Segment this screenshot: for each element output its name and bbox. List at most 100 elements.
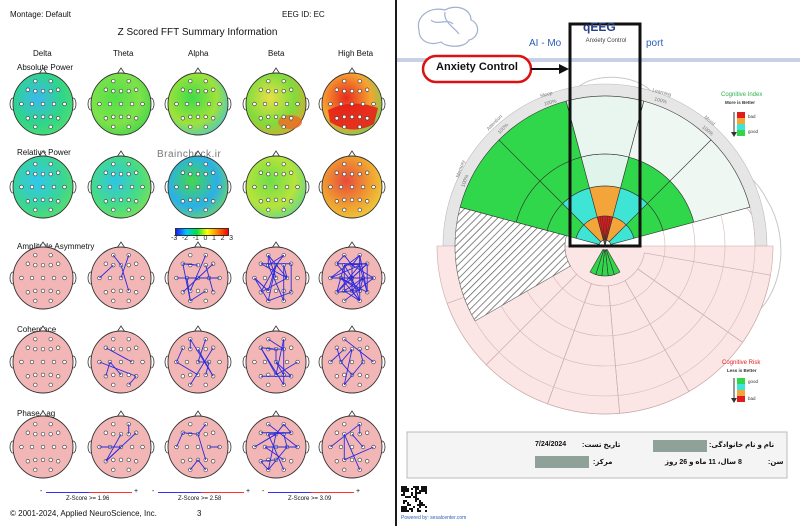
topomap-head [164, 241, 232, 310]
zscore-label: Z-Score >= 3.09 [288, 496, 332, 502]
colorbar-ticks: -3 -2 -1 0 1 2 3 [171, 235, 233, 242]
risk-sector [446, 259, 578, 366]
cognitive-risk-title: Cognitive Risk [722, 360, 761, 366]
tick-label: 3 [229, 235, 233, 242]
header-band [397, 0, 800, 62]
tick-label: 0 [203, 235, 208, 242]
zscore-label: Z-Score >= 1.96 [66, 496, 110, 502]
copyright: © 2001-2024, Applied NeuroScience, Inc. [10, 509, 157, 518]
core-divider [604, 216, 611, 247]
highlight-label: Anxiety Control [585, 38, 627, 44]
topomap-head [87, 410, 155, 479]
colorbar [175, 228, 229, 236]
topomap-grid [9, 67, 386, 479]
hatched-sector [454, 206, 571, 322]
zscore-label: Z-Score >= 2.58 [178, 496, 222, 502]
band-label-theta: Theta [113, 49, 134, 58]
report-subtitle-right: port [646, 38, 664, 49]
name-label: نام و نام خانوادگی: [709, 442, 775, 449]
core-divider [604, 216, 614, 247]
band-label-high-beta: High Beta [338, 49, 374, 58]
topomap-head [164, 325, 232, 394]
report-subtitle-left: AI - Mo [529, 38, 562, 49]
callout-arrow-head [559, 64, 569, 74]
band-label-beta: Beta [268, 49, 285, 58]
topomap-head [9, 325, 77, 394]
topomap-head [242, 150, 310, 219]
legend-good: good [748, 129, 759, 134]
section-absolute-power: Absolute Power [17, 63, 74, 72]
info-box [406, 431, 788, 479]
band-label-delta: Delta [33, 49, 52, 58]
topomap-head [318, 410, 386, 479]
date-value: 7/24/2024 [535, 441, 567, 448]
page-number: 3 [197, 509, 202, 518]
anxiety-callout-text: Anxiety Control [436, 61, 518, 73]
zscore-line [268, 492, 354, 493]
topomap-head [9, 410, 77, 479]
topomap-head [242, 67, 310, 136]
age-label: سن: [768, 459, 784, 466]
topomap-head [9, 150, 77, 219]
tick-label: -1 [192, 235, 199, 242]
topomap-head [9, 241, 77, 310]
watermark: Braincheck.ir [157, 149, 222, 160]
legend-bad: bad [748, 114, 756, 119]
zscore-minus: - [262, 488, 265, 495]
zscore-line [158, 492, 244, 493]
qeeg-summary-panel: Montage: Default EEG ID: EC Z Scored FFT… [0, 0, 395, 526]
legend-good: good [748, 379, 759, 384]
topomap-head [87, 67, 155, 136]
topomap-head [9, 67, 77, 136]
topomap-head [87, 150, 155, 219]
topomap-head [318, 67, 386, 136]
tick-label: -2 [181, 235, 189, 242]
report-header-title: qEEG [583, 20, 616, 34]
core-divider [602, 216, 606, 247]
center-label: مرکز: [593, 459, 613, 466]
header-rule [397, 58, 800, 62]
zscore-minus: - [40, 488, 43, 495]
cognitive-index-subtitle: More is Better [725, 100, 756, 105]
topomap-head [164, 410, 232, 479]
qr-code[interactable] [401, 486, 427, 512]
legend-bad: bad [748, 396, 756, 401]
zscore-minus: - [152, 488, 155, 495]
ai-report-panel: qEEG AI - Mo port Anxiety Control Anxiet… [397, 0, 800, 526]
tick-label: -3 [171, 235, 178, 242]
brain-logo [417, 6, 479, 47]
eeg-id-label: EEG ID: EC [282, 10, 325, 19]
band-label-alpha: Alpha [188, 49, 209, 58]
radial-chart [436, 83, 774, 415]
core-divider [596, 216, 606, 247]
footer-link[interactable]: Powered by: sesalcenter.com [401, 515, 467, 521]
redacted-name [653, 440, 707, 452]
date-label: تاریخ تست: [582, 442, 621, 449]
section-amplitude-asymmetry: Amplitude Asymmetry [17, 242, 95, 251]
topomap-head [242, 241, 310, 310]
section-phase-lag: Phase Lag [17, 409, 56, 418]
cognitive-index-title: Cognitive Index [721, 92, 763, 98]
topomap-head [164, 150, 232, 219]
age-value: 8 سال، 11 ماه و 26 روز [665, 459, 742, 466]
anxiety-highlight-box [568, 22, 642, 248]
montage-label: Montage: Default [10, 10, 71, 19]
tick-label: 1 [212, 235, 216, 242]
zscore-line [46, 492, 132, 493]
cognitive-risk-subtitle: Less is Better [727, 368, 757, 373]
risk-core-wedge [589, 249, 605, 275]
cognitive-risk-legend [731, 378, 745, 403]
summary-title: Z Scored FFT Summary Information [117, 27, 278, 38]
score-wedge [669, 139, 751, 223]
panel-divider [395, 0, 397, 526]
zscore-plus: + [356, 488, 361, 495]
topomap-head [87, 241, 155, 310]
section-coherence: Coherence [17, 325, 57, 334]
topomap-head [164, 67, 232, 136]
core-divider [604, 216, 608, 247]
topomap-head [318, 241, 386, 310]
redacted-center [535, 456, 589, 468]
topomap-head [242, 325, 310, 394]
core-divider [599, 216, 606, 247]
topomap-head [318, 150, 386, 219]
